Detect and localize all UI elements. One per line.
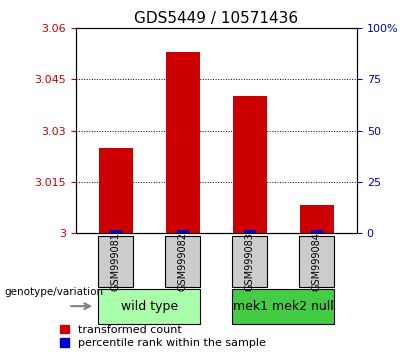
Text: genotype/variation: genotype/variation — [4, 287, 103, 297]
Bar — [99, 148, 133, 233]
FancyBboxPatch shape — [98, 235, 133, 287]
Bar — [233, 96, 267, 233]
FancyBboxPatch shape — [232, 235, 267, 287]
Bar — [311, 230, 323, 233]
FancyBboxPatch shape — [232, 289, 334, 324]
Text: mek1 mek2 null: mek1 mek2 null — [233, 300, 333, 313]
Bar — [177, 230, 189, 233]
Text: GSM999084: GSM999084 — [312, 232, 322, 291]
Text: GSM999082: GSM999082 — [178, 232, 188, 291]
FancyBboxPatch shape — [98, 289, 200, 324]
Text: GSM999083: GSM999083 — [245, 232, 255, 291]
Title: GDS5449 / 10571436: GDS5449 / 10571436 — [134, 11, 298, 26]
FancyBboxPatch shape — [299, 235, 334, 287]
Text: wild type: wild type — [121, 300, 178, 313]
Text: GSM999081: GSM999081 — [111, 232, 121, 291]
Bar — [244, 230, 256, 233]
Bar — [300, 205, 333, 233]
Bar — [166, 52, 200, 233]
Legend: transformed count, percentile rank within the sample: transformed count, percentile rank withi… — [60, 325, 266, 348]
Bar — [110, 230, 122, 233]
FancyBboxPatch shape — [165, 235, 200, 287]
